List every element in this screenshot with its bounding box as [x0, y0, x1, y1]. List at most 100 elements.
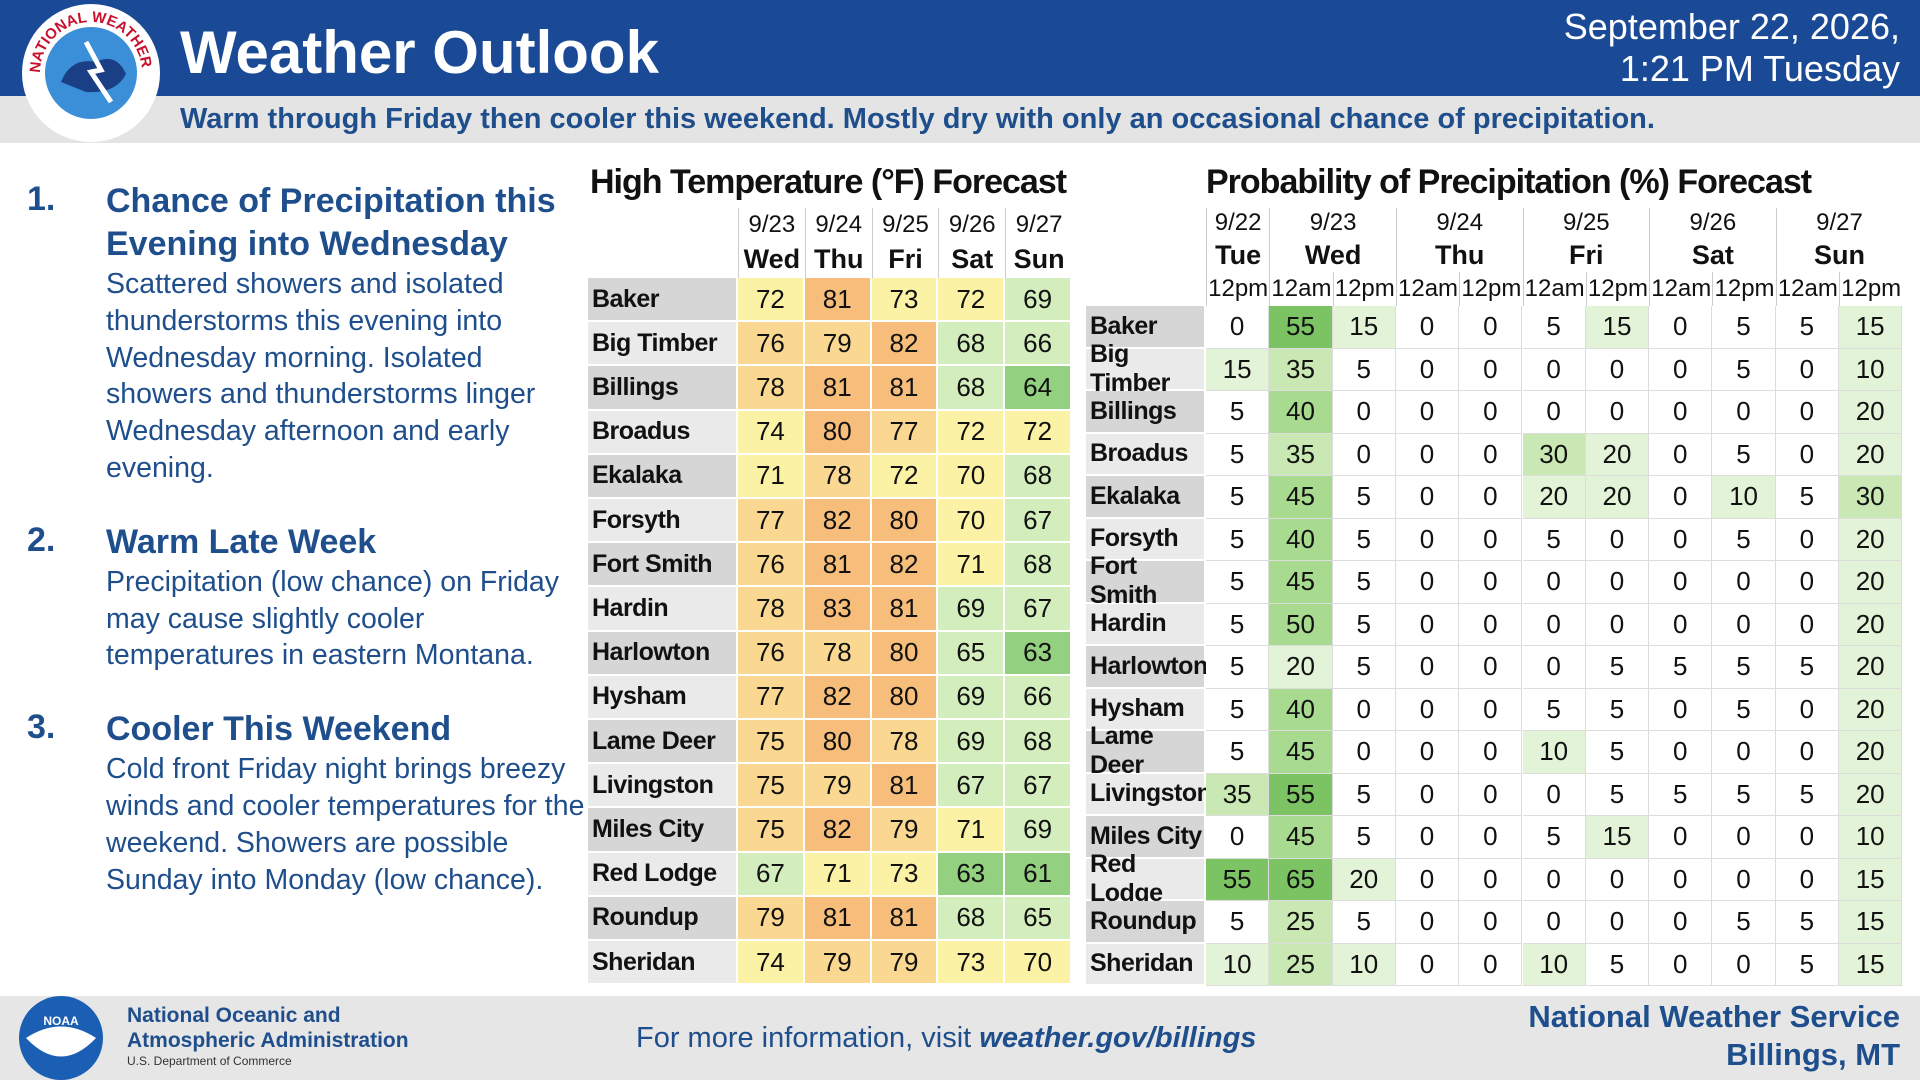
- temp-cell: 72: [938, 410, 1006, 455]
- pop-cell: 0: [1585, 603, 1650, 646]
- pop-cell: 0: [1649, 518, 1713, 561]
- pop-cell: 30: [1522, 433, 1586, 476]
- column-period: 12am: [1775, 272, 1839, 306]
- temp-cell: 79: [871, 941, 939, 986]
- pop-cell: 5: [1585, 646, 1650, 689]
- pop-cell: 0: [1332, 731, 1396, 774]
- row-name: Ekalaka: [1086, 476, 1206, 519]
- pop-cell: 0: [1459, 476, 1523, 519]
- pop-cell: 0: [1712, 816, 1776, 859]
- pop-cell: 0: [1522, 348, 1586, 391]
- temp-cell: 71: [804, 852, 872, 897]
- temp-cell: 77: [738, 675, 805, 720]
- temp-cell: 81: [871, 764, 939, 809]
- pop-cell: 45: [1269, 731, 1333, 774]
- row-name: Billings: [588, 366, 738, 411]
- pop-cell: 0: [1712, 561, 1776, 604]
- temp-cell: 68: [938, 322, 1006, 367]
- pop-cell: 0: [1712, 731, 1776, 774]
- pop-cell: 0: [1395, 306, 1460, 349]
- temp-cell: 64: [1005, 366, 1072, 411]
- temp-cell: 66: [1005, 675, 1072, 720]
- office-location: Billings, MT: [1726, 1037, 1900, 1072]
- pop-cell: 5: [1206, 603, 1270, 646]
- row-name: Livingston: [1086, 773, 1212, 816]
- column-day: Fri: [871, 241, 939, 278]
- pop-cell: 0: [1649, 561, 1713, 604]
- pop-cell: 0: [1775, 561, 1839, 604]
- column-date: 9/23: [1269, 208, 1396, 238]
- pop-cell: 0: [1522, 561, 1586, 604]
- pop-cell: 0: [1522, 773, 1586, 816]
- pop-cell: 20: [1522, 476, 1586, 519]
- point: 2. Warm Late Week Precipitation (low chanc…: [27, 521, 586, 674]
- row-name: Hysham: [1086, 688, 1206, 731]
- column-day: Thu: [804, 241, 872, 278]
- column-date: 9/25: [1522, 208, 1650, 238]
- row-name: Hardin: [588, 587, 738, 632]
- info-link[interactable]: weather.gov/billings: [979, 1022, 1257, 1054]
- pop-cell: 0: [1395, 518, 1460, 561]
- column-day: Fri: [1522, 238, 1650, 272]
- datetime: September 22, 2026, 1:21 PM Tuesday: [1564, 6, 1900, 90]
- pop-cell: 0: [1585, 561, 1650, 604]
- row-name: Fort Smith: [1086, 552, 1206, 609]
- pop-cell: 0: [1395, 476, 1460, 519]
- temp-cell: 81: [871, 587, 939, 632]
- temp-cell: 79: [804, 764, 872, 809]
- pop-cell: 0: [1395, 731, 1460, 774]
- temp-cell: 78: [738, 366, 805, 411]
- pop-cell: 15: [1839, 306, 1903, 349]
- pop-cell: 25: [1269, 943, 1333, 986]
- table-title: Probability of Precipitation (%) Forecas…: [1206, 163, 1812, 201]
- pop-cell: 0: [1332, 433, 1396, 476]
- temp-cell: 82: [804, 808, 872, 853]
- column-period: 12pm: [1839, 272, 1902, 306]
- pop-cell: 20: [1839, 688, 1903, 731]
- pop-cell: 0: [1585, 518, 1650, 561]
- pop-cell: 5: [1712, 433, 1776, 476]
- pop-cell: 0: [1712, 943, 1776, 986]
- pop-cell: 0: [1522, 391, 1586, 434]
- pop-cell: 0: [1649, 858, 1713, 901]
- pop-cell: 0: [1649, 306, 1713, 349]
- pop-cell: 20: [1839, 391, 1903, 434]
- pop-cell: 0: [1775, 731, 1839, 774]
- temp-cell: 75: [738, 720, 805, 765]
- pop-cell: 40: [1269, 391, 1333, 434]
- pop-cell: 0: [1332, 688, 1396, 731]
- pop-cell: 50: [1269, 603, 1333, 646]
- date: September 22, 2026,: [1563, 6, 1900, 47]
- temp-cell: 69: [1005, 278, 1072, 323]
- row-name: Harlowton: [1086, 646, 1208, 689]
- point-content: Warm Late Week Precipitation (low chance)…: [106, 521, 586, 674]
- column-period: 12am: [1395, 272, 1459, 306]
- temp-cell: 80: [871, 675, 939, 720]
- temp-cell: 76: [738, 631, 805, 676]
- pop-cell: 5: [1522, 518, 1586, 561]
- temp-cell: 80: [804, 720, 872, 765]
- pop-cell: 5: [1332, 348, 1396, 391]
- row-name: Hysham: [588, 675, 738, 720]
- temp-cell: 80: [804, 410, 872, 455]
- pop-cell: 0: [1459, 306, 1523, 349]
- row-name: Livingston: [588, 764, 738, 809]
- office-name: National Weather Service: [1528, 999, 1900, 1034]
- pop-cell: 10: [1839, 348, 1903, 391]
- column-date: 9/25: [871, 208, 939, 241]
- pop-cell: 15: [1839, 943, 1903, 986]
- pop-cell: 5: [1775, 646, 1839, 689]
- temp-cell: 67: [1005, 764, 1072, 809]
- temp-cell: 81: [871, 366, 939, 411]
- temp-cell: 69: [1005, 808, 1072, 853]
- row-name: Miles City: [1086, 816, 1206, 859]
- row-name: Big Timber: [1086, 340, 1206, 397]
- pop-cell: 5: [1522, 306, 1586, 349]
- noaa-bird: [26, 1026, 96, 1057]
- pop-cell: 0: [1649, 943, 1713, 986]
- pop-cell: 0: [1459, 603, 1523, 646]
- header-band: [0, 0, 1920, 96]
- pop-cell: 0: [1459, 433, 1523, 476]
- pop-cell: 5: [1712, 348, 1776, 391]
